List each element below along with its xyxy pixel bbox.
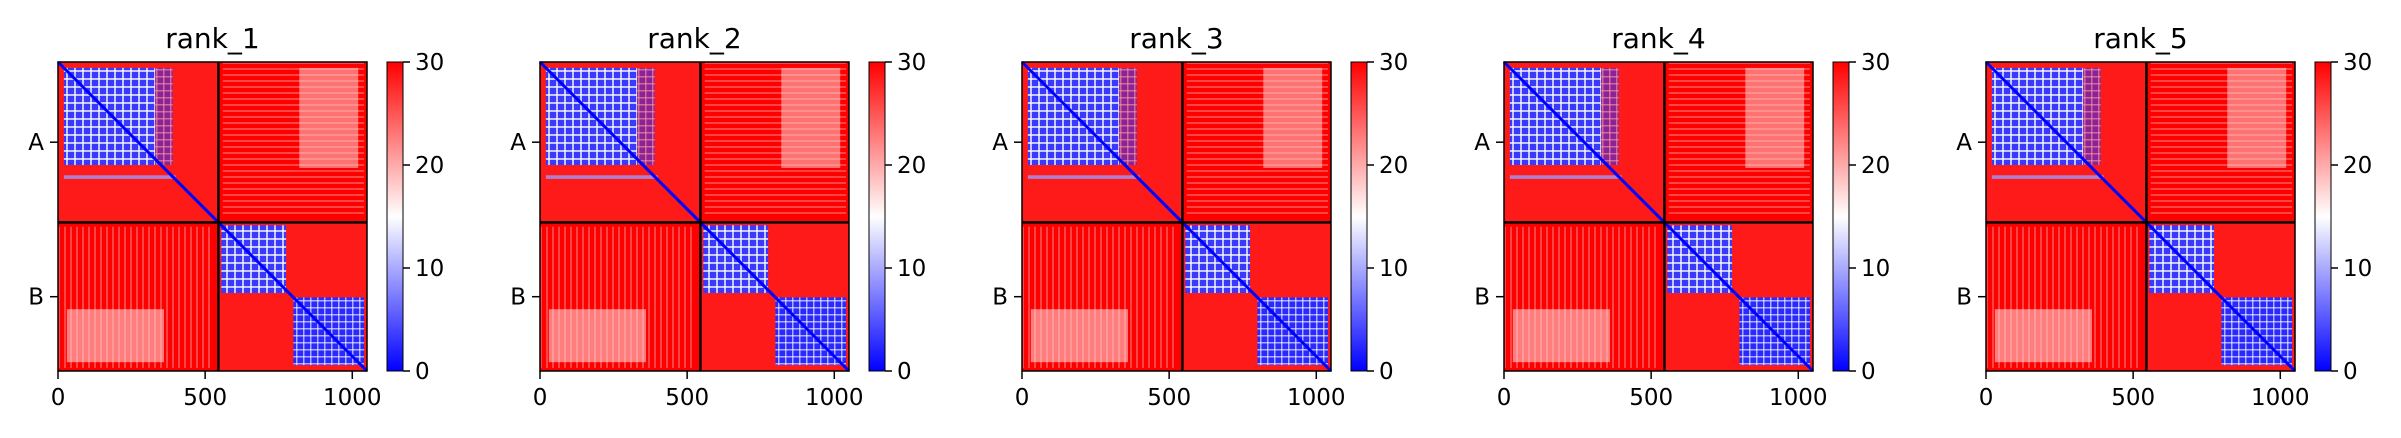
diagonal	[1020, 60, 1333, 373]
colorbar-tick-label: 20	[2343, 153, 2372, 179]
inter-block-ba-light	[548, 309, 646, 363]
panel-title: rank_2	[647, 22, 741, 55]
axes-frame	[57, 61, 368, 372]
x-tick-label: 0	[51, 385, 66, 411]
inter-block-ab-light	[299, 67, 359, 168]
colorbar-tick-label: 10	[415, 256, 444, 282]
x-tick-label: 0	[533, 385, 548, 411]
colorbar-tick-label: 0	[1861, 359, 1876, 385]
block-a-strip	[63, 175, 176, 179]
inter-block-ab-light	[1263, 67, 1323, 168]
colorbar	[868, 61, 886, 372]
block-a-strip	[1027, 175, 1140, 179]
x-tick-label: 500	[1147, 385, 1191, 411]
colorbar-tick-label: 10	[1379, 256, 1408, 282]
panel-rank_2: rank_2 0 500 1000 A B 0 10 20 30	[510, 22, 926, 411]
colorbar-tick-label: 10	[897, 256, 926, 282]
colorbar-tick-label: 20	[1379, 153, 1408, 179]
diagonal	[1984, 60, 2297, 373]
chain-label-A: A	[510, 130, 526, 156]
block-a-side	[2083, 67, 2101, 165]
axes-frame	[1985, 61, 2296, 372]
panel-rank_4: rank_4 0 500 1000 A B 0 10 20 30	[1474, 22, 1890, 411]
colorbar-tick-label: 0	[415, 359, 430, 385]
inter-block-ab-light	[2227, 67, 2287, 168]
colorbar-tick-label: 0	[1379, 359, 1394, 385]
x-tick-label: 0	[1979, 385, 1994, 411]
x-tick-label: 500	[1629, 385, 1673, 411]
panel-title: rank_3	[1129, 22, 1223, 55]
chain-label-A: A	[28, 130, 44, 156]
block-a-strip	[545, 175, 658, 179]
inter-block-ab-light	[1745, 67, 1805, 168]
x-tick-label: 1000	[2251, 385, 2310, 411]
block-a-side	[155, 67, 173, 165]
x-tick-label: 1000	[323, 385, 382, 411]
colorbar-tick-label: 10	[2343, 256, 2372, 282]
panel-rank_5: rank_5 0 500 1000 A B 0 10 20 30	[1956, 22, 2372, 411]
colorbar	[386, 61, 404, 372]
x-tick-label: 0	[1497, 385, 1512, 411]
chain-label-A: A	[1474, 130, 1490, 156]
panel-rank_3: rank_3 0 500 1000 A B 0 10 20 30	[992, 22, 1408, 411]
colorbar-tick-label: 30	[1379, 50, 1408, 76]
x-tick-label: 1000	[805, 385, 864, 411]
panel-title: rank_5	[2093, 22, 2187, 55]
block-a-side	[1601, 67, 1619, 165]
colorbar-tick-label: 30	[897, 50, 926, 76]
chain-label-A: A	[1956, 130, 1972, 156]
colorbar-tick-label: 30	[415, 50, 444, 76]
colorbar-tick-label: 30	[1861, 50, 1890, 76]
x-tick-label: 500	[183, 385, 227, 411]
chain-label-B: B	[28, 285, 44, 311]
colorbar	[2314, 61, 2332, 372]
colorbar-tick-label: 30	[2343, 50, 2372, 76]
panel-rank_1: rank_1 0 500 1000 A B 0 10 20 30	[28, 22, 444, 411]
block-a-side	[637, 67, 655, 165]
colorbar-tick-label: 20	[1861, 153, 1890, 179]
axes-frame	[539, 61, 850, 372]
colorbar-tick-label: 0	[897, 359, 912, 385]
chain-label-A: A	[992, 130, 1008, 156]
inter-block-ba-light	[1512, 309, 1610, 363]
chain-label-B: B	[510, 285, 526, 311]
x-tick-label: 500	[665, 385, 709, 411]
colorbar-tick-label: 0	[2343, 359, 2358, 385]
axes-frame	[1021, 61, 1332, 372]
diagonal	[1502, 60, 1815, 373]
panel-title: rank_1	[165, 22, 259, 55]
colorbar	[1832, 61, 1850, 372]
x-tick-label: 1000	[1769, 385, 1828, 411]
colorbar-tick-label: 20	[415, 153, 444, 179]
axes-frame	[1503, 61, 1814, 372]
chain-label-B: B	[1956, 285, 1972, 311]
x-tick-label: 0	[1015, 385, 1030, 411]
chain-label-B: B	[992, 285, 1008, 311]
block-a-strip	[1509, 175, 1622, 179]
colorbar-tick-label: 10	[1861, 256, 1890, 282]
chain-label-B: B	[1474, 285, 1490, 311]
x-tick-label: 500	[2111, 385, 2155, 411]
block-a-strip	[1991, 175, 2104, 179]
inter-block-ab-light	[781, 67, 841, 168]
colorbar-tick-label: 20	[897, 153, 926, 179]
inter-block-ba-light	[1030, 309, 1128, 363]
colorbar	[1350, 61, 1368, 372]
x-tick-label: 1000	[1287, 385, 1346, 411]
inter-block-ba-light	[66, 309, 164, 363]
panel-title: rank_4	[1611, 22, 1705, 55]
diagonal	[56, 60, 369, 373]
block-a-side	[1119, 67, 1137, 165]
inter-block-ba-light	[1994, 309, 2092, 363]
diagonal	[538, 60, 851, 373]
